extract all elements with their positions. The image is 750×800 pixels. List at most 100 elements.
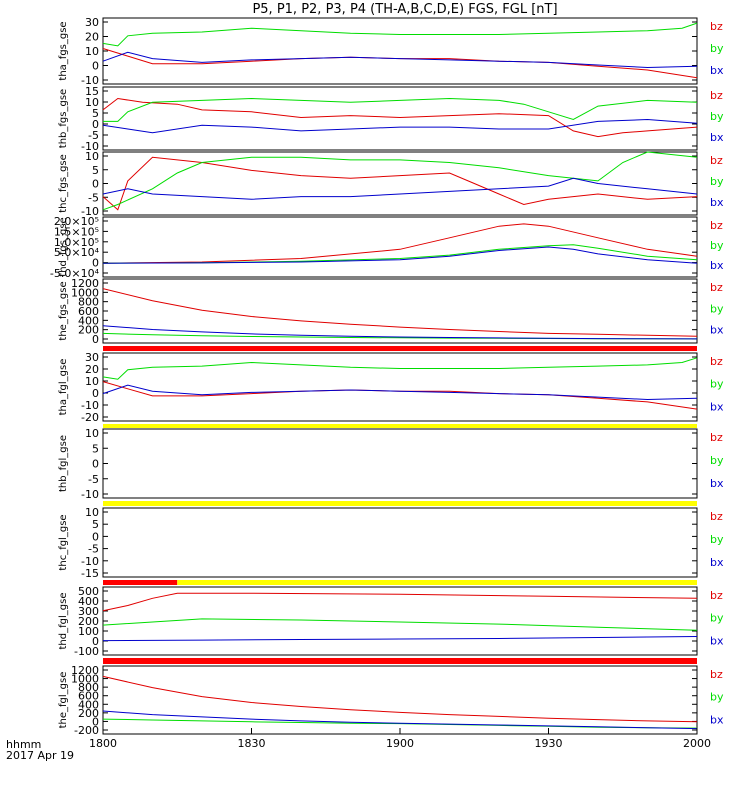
y-tick-label: -10 — [81, 205, 99, 218]
y-tick-label: -5 — [88, 129, 99, 142]
y-tick-label: 800 — [78, 681, 99, 694]
y-tick-label: 0 — [92, 530, 99, 543]
legend-bz: bz — [710, 89, 723, 102]
y-tick-label: -10 — [81, 555, 99, 568]
legend-by: by — [710, 533, 724, 546]
y-tick-label: 500 — [78, 585, 99, 598]
series-by — [102, 151, 698, 211]
legend-bx: bx — [710, 324, 724, 337]
y-tick-label: 10 — [85, 96, 99, 109]
legend-bx: bx — [710, 713, 724, 726]
legend-by: by — [710, 302, 724, 315]
legend-bx: bx — [710, 477, 724, 490]
legend-by: by — [710, 175, 724, 188]
x-tick-label: 1830 — [238, 737, 266, 750]
legend-bx: bx — [710, 556, 724, 569]
y-tick-label: 1200 — [71, 277, 99, 290]
y-tick-label: 0 — [92, 387, 99, 400]
panel-frame — [102, 428, 698, 499]
status-bars-group — [103, 346, 697, 664]
y-tick-label: -20 — [81, 411, 99, 424]
y-tick-label: 1000 — [71, 673, 99, 686]
series-bx — [102, 246, 698, 264]
y-tick-label: 200 — [78, 615, 99, 628]
y-tick-label: -100 — [74, 645, 99, 658]
status-bar-segment — [103, 346, 697, 351]
series-bz — [102, 675, 698, 723]
panel-4: 2.0×10⁵1.5×10⁵1.0×10⁵5.0×10⁴0-5.0×10⁴thd… — [50, 215, 724, 280]
y-tick-label: 5 — [92, 164, 99, 177]
panel-frame — [102, 278, 698, 344]
status-bar-segment — [103, 658, 697, 664]
y-tick-label: 10 — [85, 375, 99, 388]
y-tick-label: -10 — [81, 399, 99, 412]
footer-hhmm: hhmm — [6, 738, 41, 751]
chart-title: P5, P1, P2, P3, P4 (TH-A,B,C,D,E) FGS, F… — [252, 2, 557, 17]
y-tick-label: 10 — [85, 427, 99, 440]
y-axis-label: thc_fgs_gse — [58, 154, 69, 213]
y-tick-label: -5 — [88, 191, 99, 204]
y-tick-label: 10 — [85, 506, 99, 519]
y-tick-label: 10 — [85, 45, 99, 58]
series-bz — [102, 592, 698, 612]
y-tick-label: -5 — [88, 543, 99, 556]
legend-bx: bx — [710, 400, 724, 413]
panel-frame — [102, 17, 698, 85]
series-bx — [102, 636, 698, 642]
y-tick-label: 800 — [78, 296, 99, 309]
y-tick-label: 400 — [78, 698, 99, 711]
legend-by: by — [710, 691, 724, 704]
legend-by: by — [710, 378, 724, 391]
legend-by: by — [710, 110, 724, 123]
footer-date: 2017 Apr 19 — [6, 749, 74, 762]
y-tick-label: 30 — [85, 16, 99, 29]
y-tick-label: 0 — [92, 60, 99, 73]
legend-bx: bx — [710, 259, 724, 272]
legend-bz: bz — [710, 668, 723, 681]
y-axis-label: the_fgl_gse — [58, 672, 69, 729]
x-tick-label: 1900 — [386, 737, 414, 750]
legend-bx: bx — [710, 64, 724, 77]
series-bz — [102, 381, 698, 410]
series-bx — [102, 710, 698, 730]
legend-bx: bx — [710, 634, 724, 647]
y-tick-label: 100 — [78, 625, 99, 638]
y-tick-label: 400 — [78, 314, 99, 327]
series-bz — [102, 97, 698, 138]
series-by — [102, 618, 698, 631]
panel-frame — [102, 86, 698, 151]
series-bz — [102, 156, 698, 211]
legend-bz: bz — [710, 154, 723, 167]
panel-frame — [102, 216, 698, 278]
y-tick-label: 600 — [78, 305, 99, 318]
series-by — [102, 244, 698, 264]
legend-bz: bz — [710, 431, 723, 444]
status-bar-segment — [177, 580, 697, 585]
x-axis: 1800 1830 1900 1930 2000 — [89, 728, 711, 750]
status-bar-segment — [103, 501, 697, 506]
y-tick-label: 1.0×10⁵ — [54, 236, 99, 249]
status-bar-segment — [103, 580, 178, 585]
y-tick-label: 0 — [92, 118, 99, 131]
legend-by: by — [710, 42, 724, 55]
y-tick-label: 30 — [85, 351, 99, 364]
y-tick-label: 20 — [85, 31, 99, 44]
legend-by: by — [710, 239, 724, 252]
legend-by: by — [710, 612, 724, 625]
y-tick-label: 0 — [92, 458, 99, 471]
x-tick-label: 1930 — [535, 737, 563, 750]
y-axis-label: thb_fgs_gse — [58, 89, 69, 148]
y-tick-label: -10 — [81, 140, 99, 153]
series-by — [103, 97, 698, 122]
series-bz — [102, 223, 698, 264]
x-tick-label: 2000 — [683, 737, 711, 750]
y-tick-label: -15 — [81, 567, 99, 580]
y-tick-label: 5 — [92, 442, 99, 455]
y-tick-label: 1000 — [71, 286, 99, 299]
y-axis-label: tha_fgs_gse — [58, 21, 69, 80]
series-bx — [102, 177, 698, 200]
